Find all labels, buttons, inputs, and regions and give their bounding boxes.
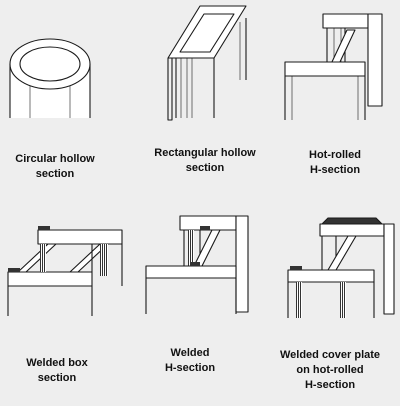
welded-box-section-drawing bbox=[7, 226, 123, 316]
caption-welded-h-section: Welded H-section bbox=[125, 346, 255, 376]
caption-line: section bbox=[35, 168, 75, 180]
caption-line: Welded cover plate bbox=[279, 349, 381, 361]
caption-line: H-section bbox=[309, 164, 361, 176]
caption-line: H-section bbox=[164, 362, 216, 374]
caption-line: Hot-rolled bbox=[309, 149, 361, 161]
caption-line: Circular hollow bbox=[15, 153, 95, 165]
caption-line: section bbox=[37, 372, 77, 384]
caption-line: Welded bbox=[170, 347, 210, 359]
caption-line: on hot-rolled bbox=[296, 364, 364, 376]
caption-circular-hollow-section: Circular hollow section bbox=[0, 152, 120, 182]
welded-cover-plate-section-drawing bbox=[287, 217, 395, 318]
circular-hollow-section-drawing bbox=[9, 38, 91, 118]
caption-line: section bbox=[185, 162, 225, 174]
caption-hot-rolled-h-section: Hot-rolled H-section bbox=[270, 148, 400, 178]
caption-line: Welded box bbox=[26, 357, 88, 369]
hot-rolled-h-section-drawing bbox=[284, 13, 383, 120]
welded-h-section-drawing bbox=[145, 215, 249, 314]
caption-line: H-section bbox=[304, 379, 356, 391]
caption-welded-cover-plate-section: Welded cover plate on hot-rolled H-secti… bbox=[262, 348, 398, 393]
caption-line: Rectangular hollow bbox=[154, 147, 256, 159]
caption-rectangular-hollow-section: Rectangular hollow section bbox=[140, 146, 270, 176]
caption-welded-box-section: Welded box section bbox=[0, 356, 122, 386]
rectangular-hollow-section-drawing bbox=[167, 5, 247, 121]
